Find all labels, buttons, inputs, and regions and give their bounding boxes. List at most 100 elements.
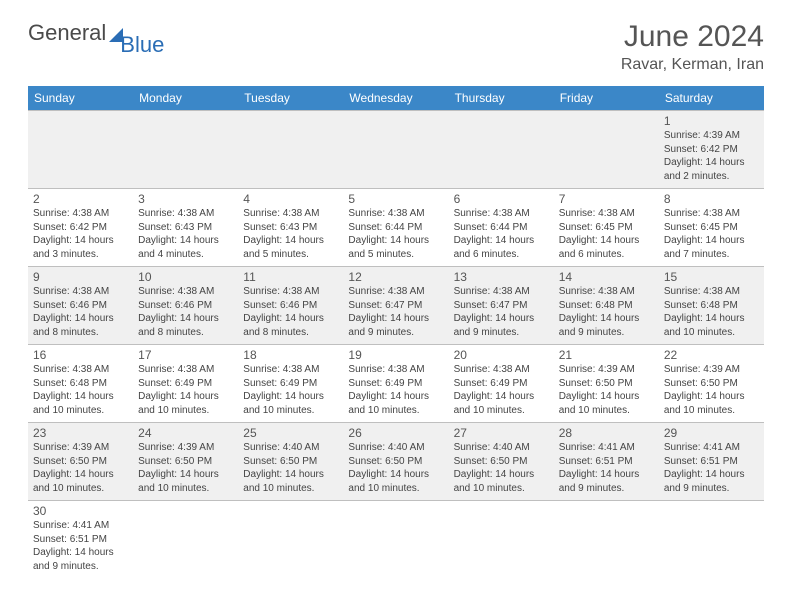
day-number: 24 (138, 426, 233, 440)
calendar-cell: 3Sunrise: 4:38 AMSunset: 6:43 PMDaylight… (133, 189, 238, 267)
daylight-text: and 5 minutes. (348, 248, 443, 262)
sunrise-text: Sunrise: 4:38 AM (33, 363, 128, 377)
day-header: Saturday (659, 86, 764, 111)
sunset-text: Sunset: 6:45 PM (664, 221, 759, 235)
calendar-cell: 1Sunrise: 4:39 AMSunset: 6:42 PMDaylight… (659, 111, 764, 189)
sunset-text: Sunset: 6:46 PM (243, 299, 338, 313)
daylight-text: and 10 minutes. (138, 482, 233, 496)
sunrise-text: Sunrise: 4:38 AM (138, 207, 233, 221)
calendar-cell: 25Sunrise: 4:40 AMSunset: 6:50 PMDayligh… (238, 423, 343, 501)
day-number: 13 (454, 270, 549, 284)
daylight-text: Daylight: 14 hours (33, 312, 128, 326)
sunset-text: Sunset: 6:51 PM (559, 455, 654, 469)
daylight-text: Daylight: 14 hours (454, 234, 549, 248)
sunset-text: Sunset: 6:42 PM (664, 143, 759, 157)
calendar-cell (554, 111, 659, 189)
sunset-text: Sunset: 6:46 PM (138, 299, 233, 313)
daylight-text: and 8 minutes. (33, 326, 128, 340)
sunrise-text: Sunrise: 4:39 AM (664, 363, 759, 377)
sunset-text: Sunset: 6:43 PM (243, 221, 338, 235)
daylight-text: Daylight: 14 hours (664, 468, 759, 482)
sunrise-text: Sunrise: 4:38 AM (348, 285, 443, 299)
daylight-text: and 9 minutes. (559, 326, 654, 340)
day-number: 19 (348, 348, 443, 362)
sunset-text: Sunset: 6:48 PM (559, 299, 654, 313)
sunrise-text: Sunrise: 4:38 AM (454, 207, 549, 221)
sunset-text: Sunset: 6:48 PM (664, 299, 759, 313)
calendar-cell: 21Sunrise: 4:39 AMSunset: 6:50 PMDayligh… (554, 345, 659, 423)
calendar-cell (238, 111, 343, 189)
daylight-text: Daylight: 14 hours (559, 468, 654, 482)
calendar-cell: 6Sunrise: 4:38 AMSunset: 6:44 PMDaylight… (449, 189, 554, 267)
daylight-text: Daylight: 14 hours (348, 468, 443, 482)
sunset-text: Sunset: 6:51 PM (33, 533, 128, 547)
day-number: 17 (138, 348, 233, 362)
daylight-text: Daylight: 14 hours (138, 468, 233, 482)
sunrise-text: Sunrise: 4:40 AM (454, 441, 549, 455)
sunset-text: Sunset: 6:49 PM (454, 377, 549, 391)
sunrise-text: Sunrise: 4:38 AM (138, 363, 233, 377)
calendar-cell (449, 501, 554, 579)
day-header: Thursday (449, 86, 554, 111)
sunrise-text: Sunrise: 4:38 AM (243, 363, 338, 377)
sunrise-text: Sunrise: 4:40 AM (243, 441, 338, 455)
sunrise-text: Sunrise: 4:38 AM (559, 285, 654, 299)
calendar-cell (343, 111, 448, 189)
daylight-text: Daylight: 14 hours (33, 234, 128, 248)
day-number: 29 (664, 426, 759, 440)
sunset-text: Sunset: 6:50 PM (138, 455, 233, 469)
calendar-cell: 10Sunrise: 4:38 AMSunset: 6:46 PMDayligh… (133, 267, 238, 345)
daylight-text: and 10 minutes. (348, 482, 443, 496)
sunset-text: Sunset: 6:51 PM (664, 455, 759, 469)
daylight-text: and 3 minutes. (33, 248, 128, 262)
sunrise-text: Sunrise: 4:38 AM (348, 207, 443, 221)
sunrise-text: Sunrise: 4:41 AM (33, 519, 128, 533)
daylight-text: Daylight: 14 hours (138, 234, 233, 248)
sunset-text: Sunset: 6:49 PM (138, 377, 233, 391)
logo: General Blue (28, 20, 170, 46)
daylight-text: and 9 minutes. (454, 326, 549, 340)
day-header: Wednesday (343, 86, 448, 111)
daylight-text: Daylight: 14 hours (138, 312, 233, 326)
day-number: 8 (664, 192, 759, 206)
calendar-cell (449, 111, 554, 189)
day-number: 15 (664, 270, 759, 284)
daylight-text: Daylight: 14 hours (243, 234, 338, 248)
sunset-text: Sunset: 6:48 PM (33, 377, 128, 391)
daylight-text: and 10 minutes. (454, 404, 549, 418)
calendar-cell: 24Sunrise: 4:39 AMSunset: 6:50 PMDayligh… (133, 423, 238, 501)
sunrise-text: Sunrise: 4:38 AM (243, 207, 338, 221)
daylight-text: and 6 minutes. (454, 248, 549, 262)
day-number: 27 (454, 426, 549, 440)
calendar-cell: 14Sunrise: 4:38 AMSunset: 6:48 PMDayligh… (554, 267, 659, 345)
daylight-text: and 9 minutes. (348, 326, 443, 340)
calendar-cell: 5Sunrise: 4:38 AMSunset: 6:44 PMDaylight… (343, 189, 448, 267)
day-number: 21 (559, 348, 654, 362)
calendar-cell: 8Sunrise: 4:38 AMSunset: 6:45 PMDaylight… (659, 189, 764, 267)
calendar-cell: 26Sunrise: 4:40 AMSunset: 6:50 PMDayligh… (343, 423, 448, 501)
daylight-text: and 10 minutes. (664, 326, 759, 340)
calendar-week-row: 30Sunrise: 4:41 AMSunset: 6:51 PMDayligh… (28, 501, 764, 579)
day-number: 16 (33, 348, 128, 362)
sunrise-text: Sunrise: 4:39 AM (559, 363, 654, 377)
daylight-text: Daylight: 14 hours (559, 312, 654, 326)
calendar-week-row: 1Sunrise: 4:39 AMSunset: 6:42 PMDaylight… (28, 111, 764, 189)
sunset-text: Sunset: 6:42 PM (33, 221, 128, 235)
sunrise-text: Sunrise: 4:41 AM (664, 441, 759, 455)
logo-text-general: General (28, 20, 106, 46)
sunset-text: Sunset: 6:50 PM (33, 455, 128, 469)
sunrise-text: Sunrise: 4:38 AM (664, 285, 759, 299)
sunset-text: Sunset: 6:50 PM (454, 455, 549, 469)
sunrise-text: Sunrise: 4:38 AM (454, 285, 549, 299)
daylight-text: Daylight: 14 hours (243, 390, 338, 404)
daylight-text: Daylight: 14 hours (348, 390, 443, 404)
calendar-cell (659, 501, 764, 579)
day-number: 9 (33, 270, 128, 284)
sunrise-text: Sunrise: 4:41 AM (559, 441, 654, 455)
calendar-cell: 20Sunrise: 4:38 AMSunset: 6:49 PMDayligh… (449, 345, 554, 423)
sunset-text: Sunset: 6:50 PM (243, 455, 338, 469)
day-number: 30 (33, 504, 128, 518)
sunrise-text: Sunrise: 4:38 AM (348, 363, 443, 377)
sunset-text: Sunset: 6:43 PM (138, 221, 233, 235)
day-number: 23 (33, 426, 128, 440)
